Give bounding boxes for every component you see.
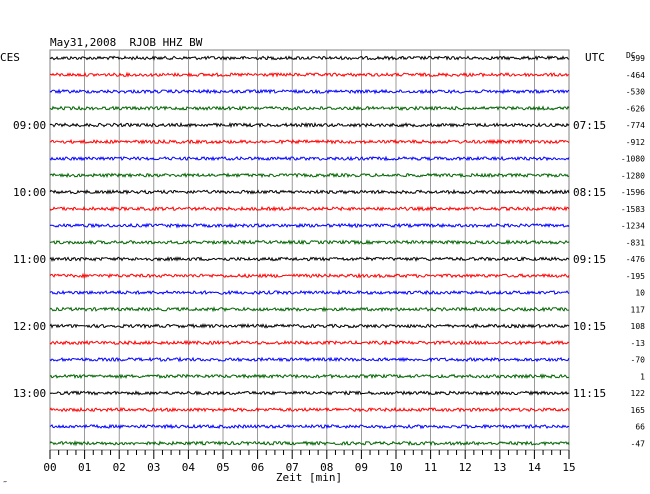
x-axis: 00 01 02 03 04 05 06 07 08 09 10 11 12 13 14 15 [43, 450, 576, 474]
right-time-label: 10:15 [573, 320, 606, 333]
left-time-label: 12:00 [13, 320, 46, 333]
x-tick-label: 06 [251, 461, 264, 474]
chart-title: May31,2008 RJOB HHZ BW [50, 36, 203, 49]
dc-value-label: -774 [626, 121, 645, 130]
left-time-labels: 09:00 10:00 11:00 12:00 13:00 [13, 119, 46, 400]
plot-frame [49, 49, 570, 451]
footer-mark: ‴ [3, 480, 7, 488]
x-tick-label: 00 [43, 461, 56, 474]
left-time-label: 10:00 [13, 186, 46, 199]
trace-black [49, 121, 570, 129]
trace-blue [49, 356, 570, 363]
trace-red [49, 339, 570, 346]
left-time-label: 13:00 [13, 387, 46, 400]
dc-value-label: -476 [626, 255, 645, 264]
x-axis-label: Zeit [min] [276, 471, 342, 484]
dc-value-label: -1583 [621, 205, 645, 214]
x-tick-label: 03 [147, 461, 160, 474]
trace-blue [49, 423, 570, 430]
x-tick-label: 01 [78, 461, 91, 474]
trace-blue [49, 222, 570, 229]
dc-value-label: -1596 [621, 188, 645, 197]
trace-green [49, 172, 570, 179]
trace-black [49, 390, 570, 396]
trace-green [49, 306, 570, 313]
dc-value-label: 10 [635, 289, 645, 298]
dc-value-label: -1234 [621, 222, 645, 231]
right-time-label: 09:15 [573, 253, 606, 266]
dc-value-label: -47 [631, 439, 646, 448]
trace-red [49, 272, 570, 279]
x-tick-label: 08 [320, 461, 333, 474]
dc-value-label: 165 [631, 406, 646, 415]
trace-blue [49, 155, 570, 162]
right-time-label: 11:15 [573, 387, 606, 400]
dc-value-label: 66 [635, 423, 645, 432]
minute-grid [84, 50, 535, 450]
trace-green [49, 239, 570, 246]
trace-red [49, 205, 570, 212]
x-tick-label: 05 [216, 461, 229, 474]
x-tick-label: 14 [528, 461, 542, 474]
dc-value-labels: 399 -464 -530 -626 -774 -912 -1080 -1280 -1596 -1… [621, 54, 645, 448]
trace-blue [49, 88, 570, 95]
right-time-label: 07:15 [573, 119, 606, 132]
dc-value-label: -13 [631, 339, 646, 348]
dc-value-label: -70 [631, 356, 646, 365]
trace-black [49, 323, 570, 329]
dc-value-label: 122 [631, 389, 646, 398]
x-tick-label: 11 [424, 461, 437, 474]
trace-red [49, 138, 570, 145]
left-time-label: 11:00 [13, 253, 46, 266]
dc-value-label: 399 [631, 54, 646, 63]
dc-value-label: -912 [626, 138, 645, 147]
left-time-label: 09:00 [13, 119, 46, 132]
dc-value-label: -195 [626, 272, 645, 281]
trace-black [49, 188, 570, 195]
trace-red [49, 71, 570, 78]
dc-value-label: -530 [626, 88, 645, 97]
trace-red [49, 406, 570, 413]
x-tick-label: 10 [389, 461, 402, 474]
left-timezone-label: CES [0, 51, 20, 64]
dc-value-label: 117 [631, 305, 646, 314]
trace-blue [49, 289, 570, 296]
x-tick-label: 04 [182, 461, 196, 474]
dc-value-label: -831 [626, 238, 645, 247]
trace-black [49, 256, 570, 263]
trace-green [49, 440, 570, 447]
x-tick-label: 09 [355, 461, 368, 474]
x-tick-label: 12 [459, 461, 472, 474]
x-tick-label: 07 [286, 461, 299, 474]
x-tick-label: 15 [562, 461, 575, 474]
trace-black [49, 55, 570, 61]
x-tick-label: 02 [113, 461, 126, 474]
dc-value-label: -1080 [621, 155, 645, 164]
trace-green [49, 105, 570, 112]
right-time-label: 08:15 [573, 186, 606, 199]
trace-group [49, 55, 570, 447]
dc-value-label: -626 [626, 104, 645, 113]
right-timezone-label: UTC [585, 51, 605, 64]
right-time-labels: 07:15 08:15 09:15 10:15 11:15 [573, 119, 606, 400]
dc-column-label: DC [626, 51, 636, 60]
trace-green [49, 373, 570, 380]
x-tick-label: 13 [493, 461, 506, 474]
dc-value-label: -1280 [621, 171, 645, 180]
dc-value-label: -464 [626, 71, 645, 80]
dc-value-label: 1 [640, 372, 645, 381]
plot-area [49, 49, 570, 451]
dc-value-label: 108 [631, 322, 646, 331]
